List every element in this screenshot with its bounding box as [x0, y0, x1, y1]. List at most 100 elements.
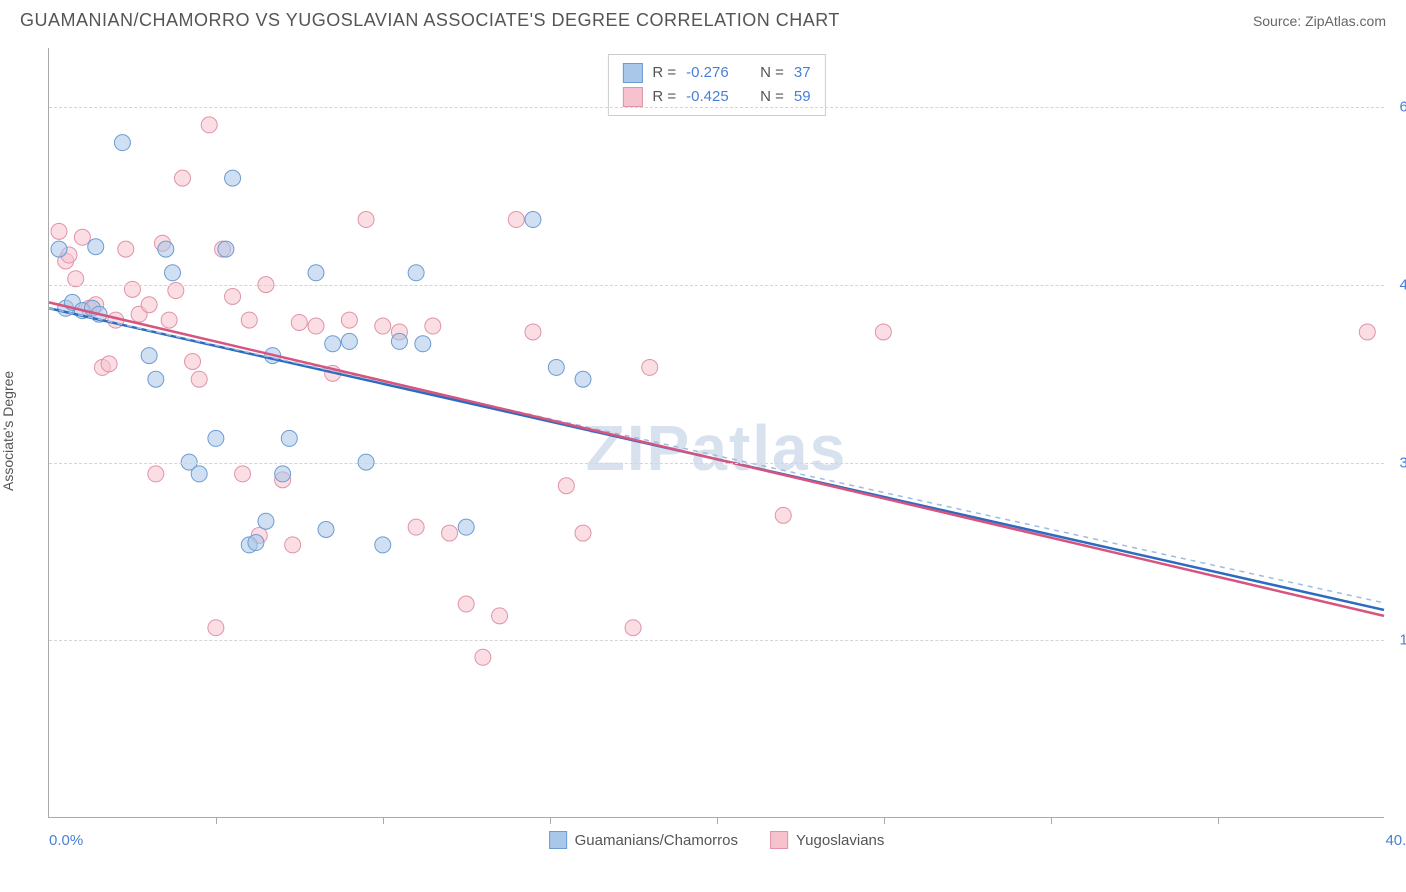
data-point [225, 170, 241, 186]
data-point [341, 312, 357, 328]
x-tick [1218, 817, 1219, 824]
data-point [124, 281, 140, 297]
data-point [375, 537, 391, 553]
data-point [114, 135, 130, 151]
legend-item: Guamanians/Chamorros [549, 831, 738, 849]
y-axis-label: Associate's Degree [0, 370, 16, 490]
data-point [458, 519, 474, 535]
data-point [258, 513, 274, 529]
data-point [208, 430, 224, 446]
legend-swatch-icon [549, 831, 567, 849]
data-point [358, 212, 374, 228]
data-point [548, 359, 564, 375]
n-label: N = [760, 85, 784, 109]
y-tick-label: 15.0% [1399, 632, 1406, 649]
data-point [218, 241, 234, 257]
gridline [49, 107, 1384, 108]
data-point [225, 288, 241, 304]
data-point [201, 117, 217, 133]
data-point [51, 241, 67, 257]
data-point [391, 333, 407, 349]
data-point [775, 507, 791, 523]
data-point [408, 265, 424, 281]
r-label: R = [652, 61, 676, 85]
data-point [161, 312, 177, 328]
scatter-plot-svg [49, 48, 1384, 817]
gridline [49, 640, 1384, 641]
x-axis-min-label: 0.0% [49, 832, 83, 849]
data-point [141, 348, 157, 364]
header-bar: GUAMANIAN/CHAMORRO VS YUGOSLAVIAN ASSOCI… [0, 0, 1406, 39]
r-value: -0.425 [686, 85, 742, 109]
legend-item: Yugoslavians [770, 831, 884, 849]
trendline-dashed [49, 308, 1384, 603]
data-point [558, 478, 574, 494]
legend-row: R = -0.425 N = 59 [622, 85, 810, 109]
legend-item-label: Yugoslavians [796, 832, 884, 849]
data-point [875, 324, 891, 340]
data-point [191, 371, 207, 387]
n-value: 37 [794, 61, 811, 85]
data-point [408, 519, 424, 535]
source-attribution: Source: ZipAtlas.com [1253, 13, 1386, 29]
legend-swatch-icon [622, 87, 642, 107]
data-point [525, 324, 541, 340]
data-point [148, 371, 164, 387]
legend-swatch-icon [622, 63, 642, 83]
data-point [625, 620, 641, 636]
series-legend: Guamanians/Chamorros Yugoslavians [549, 831, 885, 849]
data-point [458, 596, 474, 612]
n-value: 59 [794, 85, 811, 109]
x-tick [884, 817, 885, 824]
data-point [164, 265, 180, 281]
data-point [325, 336, 341, 352]
data-point [248, 535, 264, 551]
y-tick-label: 60.0% [1399, 99, 1406, 116]
data-point [241, 312, 257, 328]
x-tick [1051, 817, 1052, 824]
data-point [318, 522, 334, 538]
gridline [49, 285, 1384, 286]
data-point [101, 356, 117, 372]
data-point [281, 430, 297, 446]
data-point [175, 170, 191, 186]
data-point [341, 333, 357, 349]
gridline [49, 463, 1384, 464]
data-point [158, 241, 174, 257]
data-point [442, 525, 458, 541]
data-point [1359, 324, 1375, 340]
data-point [148, 466, 164, 482]
trendline [49, 302, 1384, 616]
x-tick [216, 817, 217, 824]
legend-row: R = -0.276 N = 37 [622, 61, 810, 85]
chart-title: GUAMANIAN/CHAMORRO VS YUGOSLAVIAN ASSOCI… [20, 10, 840, 31]
data-point [235, 466, 251, 482]
data-point [415, 336, 431, 352]
x-tick [717, 817, 718, 824]
y-tick-label: 30.0% [1399, 454, 1406, 471]
data-point [375, 318, 391, 334]
data-point [308, 265, 324, 281]
data-point [575, 371, 591, 387]
n-label: N = [760, 61, 784, 85]
data-point [291, 314, 307, 330]
data-point [285, 537, 301, 553]
data-point [185, 354, 201, 370]
data-point [118, 241, 134, 257]
data-point [525, 212, 541, 228]
r-label: R = [652, 85, 676, 109]
data-point [642, 359, 658, 375]
x-tick [383, 817, 384, 824]
data-point [492, 608, 508, 624]
data-point [308, 318, 324, 334]
data-point [191, 466, 207, 482]
y-tick-label: 45.0% [1399, 276, 1406, 293]
data-point [88, 239, 104, 255]
legend-item-label: Guamanians/Chamorros [575, 832, 738, 849]
legend-swatch-icon [770, 831, 788, 849]
r-value: -0.276 [686, 61, 742, 85]
x-tick [550, 817, 551, 824]
data-point [141, 297, 157, 313]
data-point [475, 649, 491, 665]
data-point [51, 223, 67, 239]
